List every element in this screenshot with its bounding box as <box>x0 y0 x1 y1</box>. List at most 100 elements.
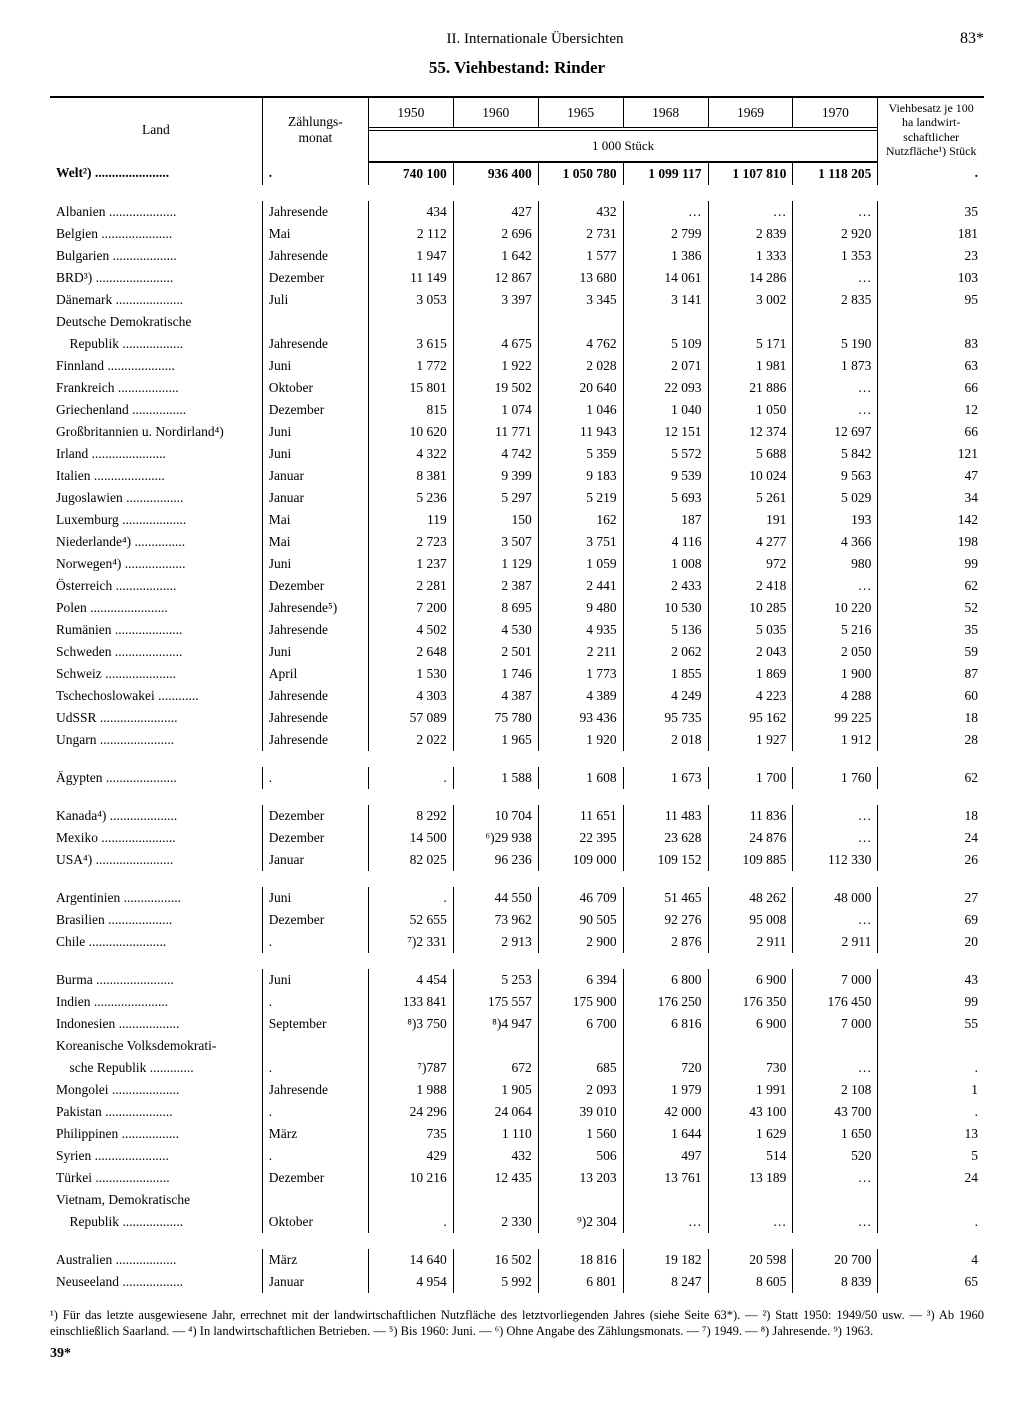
value-cell: 1 577 <box>538 245 623 267</box>
density-cell: 142 <box>878 509 984 531</box>
density-cell: . <box>878 162 984 185</box>
country-cell: Österreich .................. <box>50 575 262 597</box>
value-cell: 109 152 <box>623 849 708 871</box>
value-cell: 7 000 <box>793 1013 878 1035</box>
section-header: II. Internationale Übersichten <box>446 31 623 48</box>
value-cell: 7 200 <box>368 597 453 619</box>
value-cell: 24 296 <box>368 1101 453 1123</box>
value-cell: 2 028 <box>538 355 623 377</box>
value-cell: 720 <box>623 1057 708 1079</box>
value-cell: 1 900 <box>793 663 878 685</box>
table-row: Brasilien ...................Dezember52 … <box>50 909 984 931</box>
month-cell: März <box>262 1123 368 1145</box>
value-cell: 1 700 <box>708 767 793 789</box>
value-cell: 2 071 <box>623 355 708 377</box>
table-row: Österreich ..................Dezember2 2… <box>50 575 984 597</box>
table-row: Indonesien ..................September⁸)… <box>50 1013 984 1035</box>
month-cell <box>262 1189 368 1211</box>
value-cell: 2 433 <box>623 575 708 597</box>
value-cell: 44 550 <box>453 887 538 909</box>
table-row: Indien .......................133 841175… <box>50 991 984 1013</box>
value-cell: 432 <box>453 1145 538 1167</box>
table-row: Schweiz .....................April1 5301… <box>50 663 984 685</box>
month-cell: März <box>262 1249 368 1271</box>
value-cell <box>793 311 878 333</box>
value-cell: … <box>793 909 878 931</box>
value-cell: 2 911 <box>708 931 793 953</box>
value-cell: 1 008 <box>623 553 708 575</box>
table-row: Deutsche Demokratische <box>50 311 984 333</box>
value-cell: 22 395 <box>538 827 623 849</box>
month-cell: September <box>262 1013 368 1035</box>
country-cell: Türkei ...................... <box>50 1167 262 1189</box>
value-cell <box>623 1035 708 1057</box>
density-cell: 198 <box>878 531 984 553</box>
value-cell: 685 <box>538 1057 623 1079</box>
month-cell: Jahresende <box>262 619 368 641</box>
value-cell: 6 801 <box>538 1271 623 1293</box>
country-cell: Burma ....................... <box>50 969 262 991</box>
month-cell: Dezember <box>262 805 368 827</box>
value-cell: 6 900 <box>708 1013 793 1035</box>
value-cell: 9 563 <box>793 465 878 487</box>
value-cell: 2 799 <box>623 223 708 245</box>
table-row: Tschechoslowakei ............Jahresende4… <box>50 685 984 707</box>
value-cell: 2 501 <box>453 641 538 663</box>
table-row: Chile ........................⁷)2 3312 9… <box>50 931 984 953</box>
country-cell: Frankreich .................. <box>50 377 262 399</box>
unit-label: 1 000 Stück <box>368 131 877 162</box>
value-cell <box>708 1189 793 1211</box>
density-cell: 66 <box>878 377 984 399</box>
value-cell: ⁷)2 331 <box>368 931 453 953</box>
country-cell: USA⁴) ....................... <box>50 849 262 871</box>
value-cell <box>708 311 793 333</box>
value-cell: 20 598 <box>708 1249 793 1271</box>
value-cell: 8 292 <box>368 805 453 827</box>
value-cell: 4 502 <box>368 619 453 641</box>
table-row: Neuseeland ..................Januar4 954… <box>50 1271 984 1293</box>
country-cell: BRD³) ....................... <box>50 267 262 289</box>
value-cell: 1 922 <box>453 355 538 377</box>
value-cell: 13 189 <box>708 1167 793 1189</box>
value-cell <box>368 311 453 333</box>
value-cell <box>793 1035 878 1057</box>
value-cell: 506 <box>538 1145 623 1167</box>
value-cell: 16 502 <box>453 1249 538 1271</box>
value-cell <box>368 1189 453 1211</box>
value-cell: 5 171 <box>708 333 793 355</box>
value-cell: 4 935 <box>538 619 623 641</box>
value-cell: 1 050 780 <box>538 162 623 185</box>
month-cell: . <box>262 1101 368 1123</box>
value-cell: 5 572 <box>623 443 708 465</box>
value-cell: 75 780 <box>453 707 538 729</box>
month-cell: Jahresende <box>262 729 368 751</box>
density-cell: . <box>878 1057 984 1079</box>
value-cell: 3 141 <box>623 289 708 311</box>
country-cell: UdSSR ....................... <box>50 707 262 729</box>
value-cell: 1 650 <box>793 1123 878 1145</box>
value-cell: 434 <box>368 201 453 223</box>
value-cell: 2 696 <box>453 223 538 245</box>
density-cell: 95 <box>878 289 984 311</box>
value-cell: 6 394 <box>538 969 623 991</box>
table-row: BRD³) .......................Dezember11 … <box>50 267 984 289</box>
value-cell: … <box>793 1167 878 1189</box>
value-cell: 2 387 <box>453 575 538 597</box>
value-cell: 12 697 <box>793 421 878 443</box>
value-cell: 5 029 <box>793 487 878 509</box>
value-cell: 176 250 <box>623 991 708 1013</box>
value-cell <box>538 1189 623 1211</box>
table-row: Ungarn ......................Jahresende2… <box>50 729 984 751</box>
country-cell: Ägypten ..................... <box>50 767 262 789</box>
value-cell: 432 <box>538 201 623 223</box>
value-cell: 12 374 <box>708 421 793 443</box>
value-cell: 497 <box>623 1145 708 1167</box>
value-cell: 5 136 <box>623 619 708 641</box>
value-cell: 6 800 <box>623 969 708 991</box>
value-cell: 1 920 <box>538 729 623 751</box>
month-cell: Oktober <box>262 1211 368 1233</box>
value-cell: 5 035 <box>708 619 793 641</box>
country-cell: Belgien ..................... <box>50 223 262 245</box>
country-cell: Deutsche Demokratische <box>50 311 262 333</box>
value-cell: 1 129 <box>453 553 538 575</box>
